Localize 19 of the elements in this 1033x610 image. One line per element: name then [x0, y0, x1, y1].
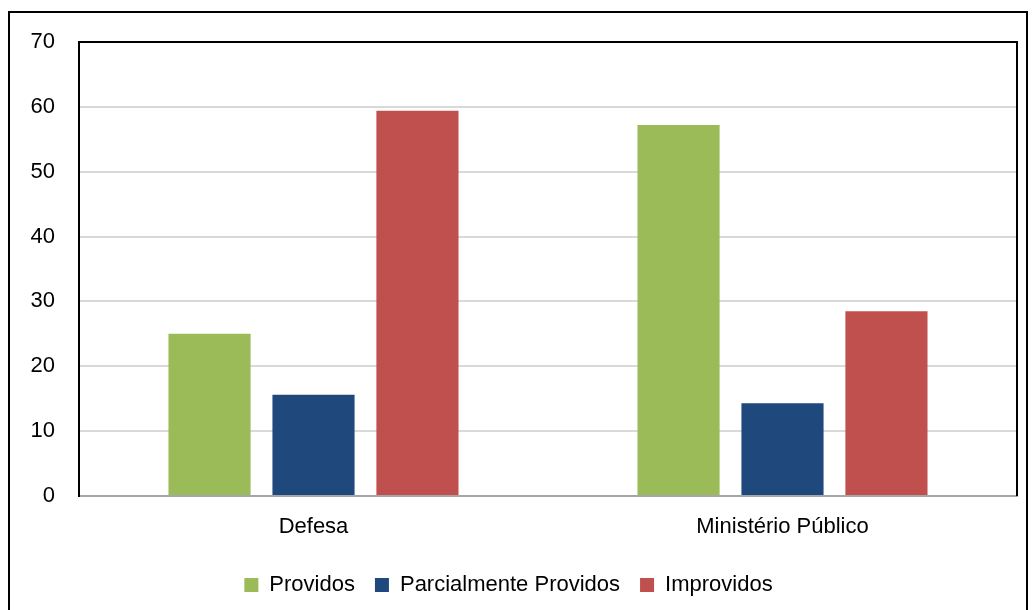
- x-tick-label: Ministério Público: [696, 513, 869, 539]
- bar: [272, 394, 355, 495]
- bar: [741, 403, 824, 495]
- legend-label: Providos: [269, 571, 355, 597]
- y-tick-label: 0: [42, 482, 55, 508]
- y-tick-label: 10: [30, 417, 55, 443]
- y-tick-label: 20: [30, 352, 55, 378]
- y-tick-label: 40: [30, 222, 55, 248]
- legend-label: Improvidos: [665, 571, 773, 597]
- x-tick-label: Defesa: [278, 513, 350, 539]
- bar: [376, 110, 459, 495]
- y-tick-label: 70: [30, 28, 55, 54]
- bar: [637, 125, 720, 495]
- legend-label: Parcialmente Providos: [399, 571, 621, 597]
- bar: [168, 333, 251, 495]
- y-tick-label: 30: [30, 287, 55, 313]
- bar: [845, 311, 928, 495]
- y-tick-label: 60: [30, 92, 55, 118]
- y-tick-label: 50: [30, 157, 55, 183]
